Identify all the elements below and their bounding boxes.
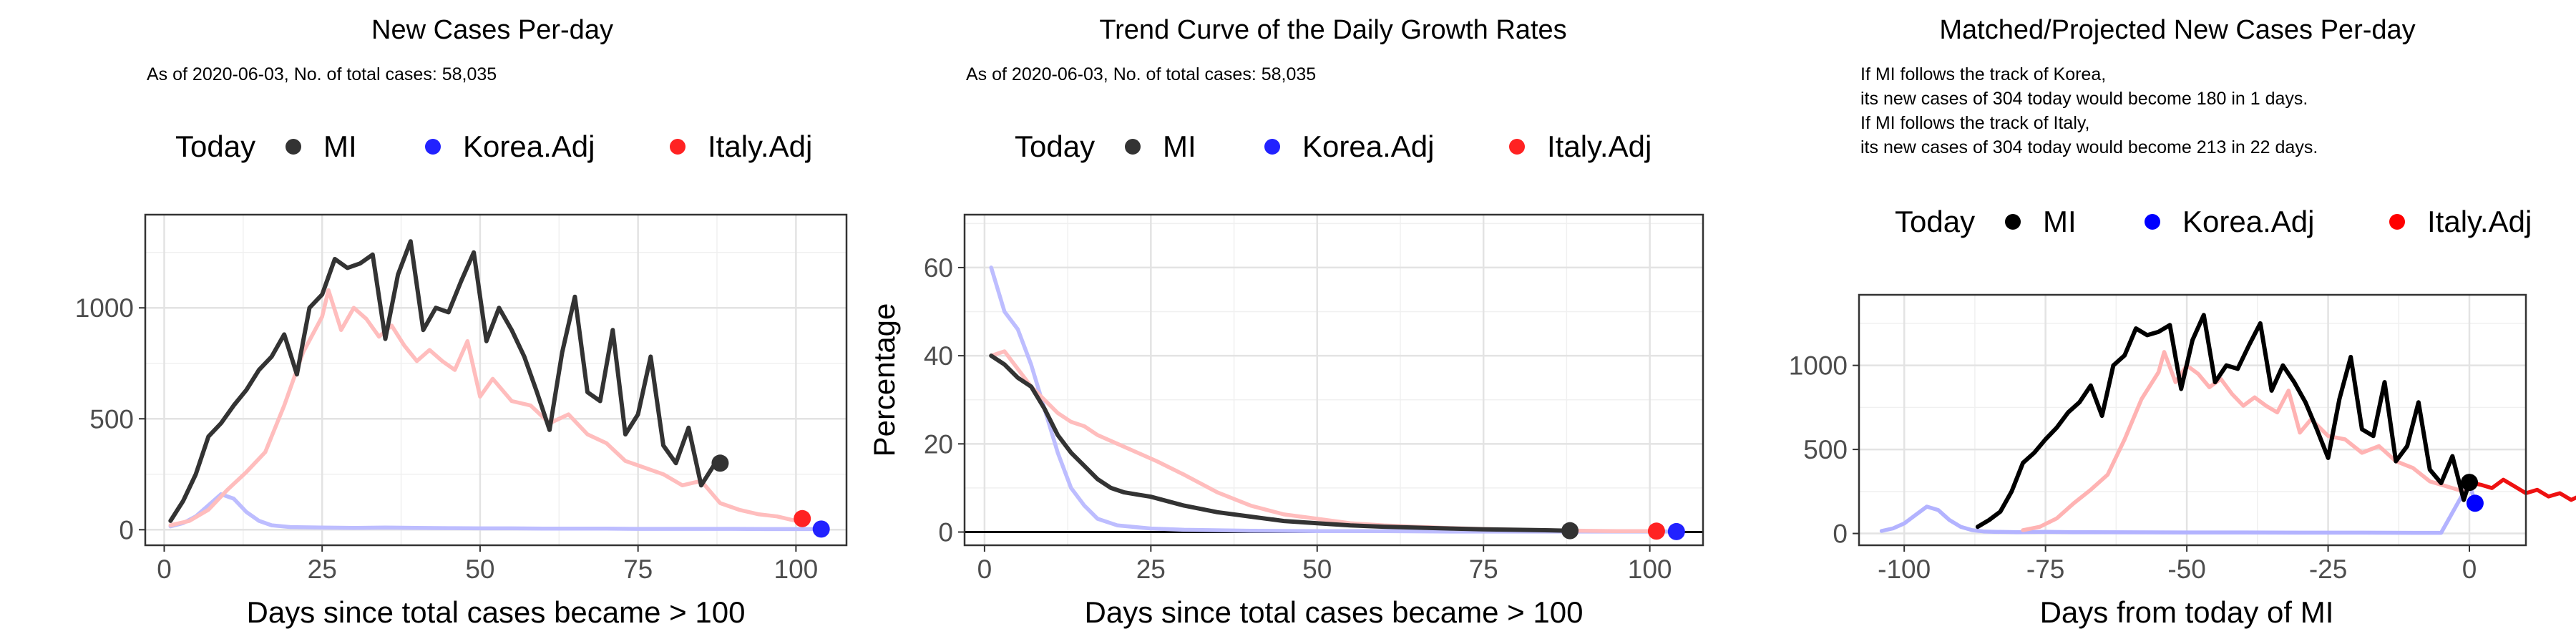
series-line-korea-adj <box>168 492 824 532</box>
chart-subtitle-line-1: If MI follows the track of Korea, <box>1860 64 2106 84</box>
chart-subtitle-line-2: its new cases of 304 today would become … <box>1860 89 2308 109</box>
legend-title: Today <box>1895 205 1975 238</box>
x-tick-label: 75 <box>623 555 653 584</box>
today-point-mi <box>1561 522 1579 540</box>
today-point-italy-adj <box>1647 522 1665 540</box>
legend-marker-korea-adj <box>1264 139 1280 155</box>
chart-title: Matched/Projected New Cases Per-day <box>1939 15 2415 45</box>
x-tick-label: 50 <box>1302 555 1332 584</box>
plot-background <box>965 215 1703 545</box>
x-tick-label: 100 <box>1628 555 1672 584</box>
series-line-mi <box>989 353 1573 533</box>
x-tick-label: 25 <box>308 555 337 584</box>
legend-marker-korea-adj <box>2145 214 2160 230</box>
today-point-mi <box>711 454 729 472</box>
legend-label-korea-adj: Korea.Adj <box>2182 205 2314 238</box>
today-point-korea-adj <box>2466 494 2484 512</box>
x-axis-label: Days from today of MI <box>2040 595 2334 629</box>
chart-subtitle: As of 2020-06-03, No. of total cases: 58… <box>966 64 1316 84</box>
legend-label-mi: MI <box>1163 130 1196 163</box>
series-line-italy-adj <box>2021 350 2466 532</box>
y-tick-label: 1000 <box>75 293 134 323</box>
legend-marker-italy-adj <box>670 139 686 155</box>
legend-title: Today <box>1015 130 1095 163</box>
today-point-korea-adj <box>812 520 830 538</box>
plot-area: 0 25 50 75 100 0 20 40 60 <box>924 213 1704 584</box>
plot-border <box>963 213 1704 547</box>
legend-label-korea-adj: Korea.Adj <box>1302 130 1434 163</box>
y-tick-label: 20 <box>924 429 953 459</box>
chart-title: New Cases Per-day <box>371 15 613 45</box>
x-axis-label: Days since total cases became > 100 <box>1085 595 1584 629</box>
legend-label-italy-adj: Italy.Adj <box>2427 205 2532 238</box>
y-tick-label: 0 <box>1833 519 1848 549</box>
x-tick-label: 0 <box>2462 555 2477 584</box>
x-tick-label: 25 <box>1136 555 1166 584</box>
x-tick-label: -100 <box>1878 555 1931 584</box>
panel-projected: Matched/Projected New Cases Per-day If M… <box>1789 15 2576 629</box>
legend-marker-korea-adj <box>425 139 441 155</box>
chart-subtitle-line-3: If MI follows the track of Italy, <box>1860 113 2089 133</box>
plot-border <box>1858 293 2527 547</box>
panel-new-cases: New Cases Per-day As of 2020-06-03, No. … <box>75 15 848 629</box>
legend-marker-italy-adj <box>1509 139 1525 155</box>
legend-marker-italy-adj <box>2389 214 2405 230</box>
panel-growth-rates: Trend Curve of the Daily Growth Rates As… <box>867 15 1704 629</box>
y-tick-label: 500 <box>1803 435 1848 464</box>
legend-marker-mi <box>286 139 301 155</box>
x-axis-label: Days since total cases became > 100 <box>247 595 746 629</box>
x-tick-label: 0 <box>157 555 172 584</box>
series-line-italy-adj <box>168 288 799 527</box>
x-tick-label: -25 <box>2309 555 2347 584</box>
chart-subtitle-line-4: its new cases of 304 today would become … <box>1860 137 2318 157</box>
legend: Today MI Korea.Adj Italy.Adj <box>1895 205 2532 238</box>
today-point-mi <box>2461 474 2479 492</box>
y-tick-label: 40 <box>924 341 953 371</box>
x-tick-label: -50 <box>2167 555 2205 584</box>
x-tick-label: 100 <box>774 555 819 584</box>
legend-marker-mi <box>1125 139 1141 155</box>
chart-subtitle: As of 2020-06-03, No. of total cases: 58… <box>147 64 497 84</box>
legend-title: Today <box>175 130 255 163</box>
y-tick-label: 60 <box>924 253 953 283</box>
x-tick-label: 50 <box>465 555 494 584</box>
y-tick-label: 0 <box>938 518 953 547</box>
series-line-mi <box>168 239 716 523</box>
y-axis-label: Percentage <box>867 303 901 457</box>
plot-area: -100 -75 -50 -25 0 0 500 1000 <box>1789 293 2576 584</box>
today-point-italy-adj <box>794 509 811 527</box>
plot-border <box>144 213 848 547</box>
series-line-mi <box>1975 313 2472 530</box>
legend-marker-mi <box>2005 214 2021 230</box>
series-line-korea-adj <box>1879 480 2477 535</box>
y-tick-label: 1000 <box>1789 351 1848 381</box>
legend-label-mi: MI <box>2043 205 2077 238</box>
y-tick-label: 500 <box>89 404 134 434</box>
legend-label-mi: MI <box>323 130 357 163</box>
plot-background <box>1859 295 2526 545</box>
legend-label-italy-adj: Italy.Adj <box>1547 130 1652 163</box>
chart-title: Trend Curve of the Daily Growth Rates <box>1099 15 1566 45</box>
x-tick-label: 0 <box>977 555 992 584</box>
today-point-korea-adj <box>1667 522 1685 540</box>
series-line-italy-adj-projected <box>2467 477 2576 502</box>
legend: Today MI Korea.Adj Italy.Adj <box>1015 130 1652 163</box>
x-tick-label: 75 <box>1469 555 1498 584</box>
legend-label-italy-adj: Italy.Adj <box>708 130 812 163</box>
y-tick-label: 0 <box>119 515 134 545</box>
legend: Today MI Korea.Adj Italy.Adj <box>175 130 812 163</box>
x-tick-label: -75 <box>2026 555 2064 584</box>
legend-label-korea-adj: Korea.Adj <box>463 130 595 163</box>
